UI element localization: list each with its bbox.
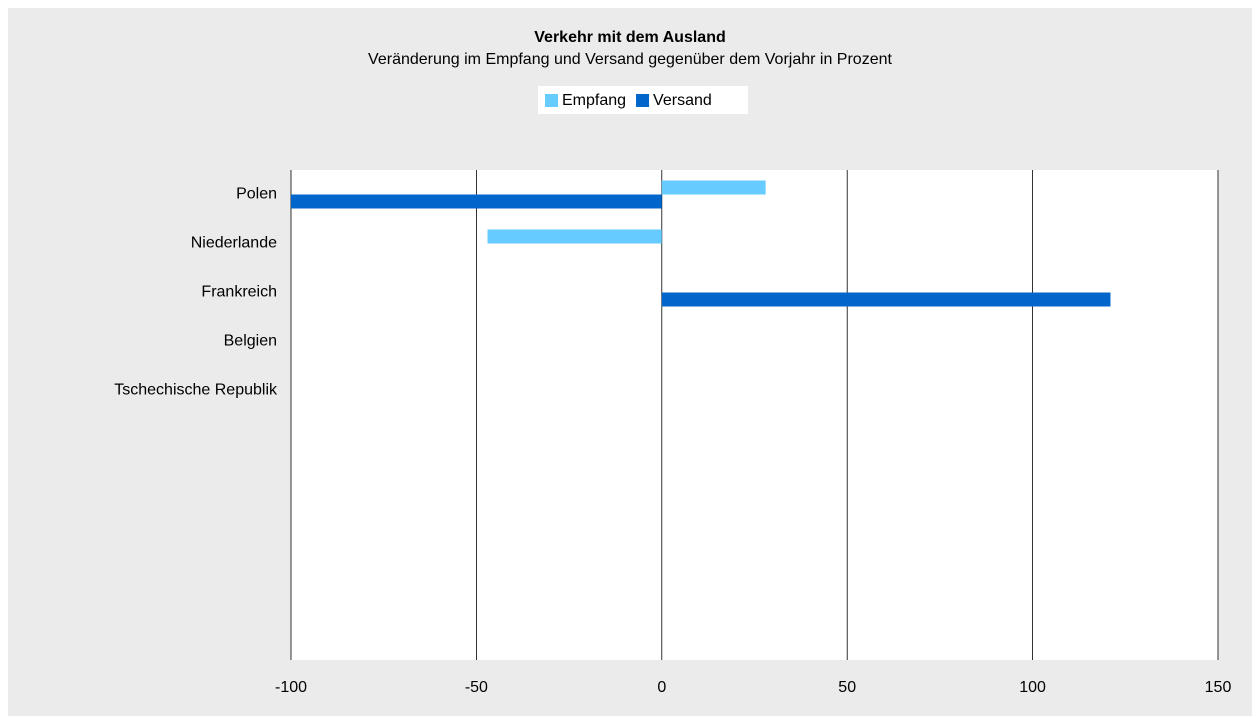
x-tick-label: -100 — [275, 679, 307, 696]
plot-area — [291, 170, 1218, 660]
y-tick-label: Niederlande — [191, 235, 277, 252]
bar — [661, 180, 766, 195]
legend-swatch — [545, 94, 558, 107]
x-tick-label: 100 — [1019, 679, 1046, 696]
x-tick-label: -50 — [465, 679, 488, 696]
x-tick-label: 50 — [838, 679, 856, 696]
legend-swatch — [636, 94, 650, 107]
bar — [291, 194, 662, 209]
legend-label: Empfang — [562, 92, 626, 109]
y-tick-label: Tschechische Republik — [114, 382, 278, 399]
x-tick-label: 150 — [1205, 679, 1232, 696]
y-tick-label: Belgien — [224, 333, 277, 350]
chart-subtitle: Veränderung im Empfang und Versand gegen… — [368, 51, 892, 68]
y-tick-label: Polen — [236, 186, 277, 203]
bar — [661, 292, 1111, 307]
y-tick-label: Frankreich — [201, 284, 277, 301]
x-tick-label: 0 — [657, 679, 666, 696]
bar — [487, 229, 662, 244]
chart-title: Verkehr mit dem Ausland — [534, 29, 725, 46]
legend-label: Versand — [653, 92, 712, 109]
